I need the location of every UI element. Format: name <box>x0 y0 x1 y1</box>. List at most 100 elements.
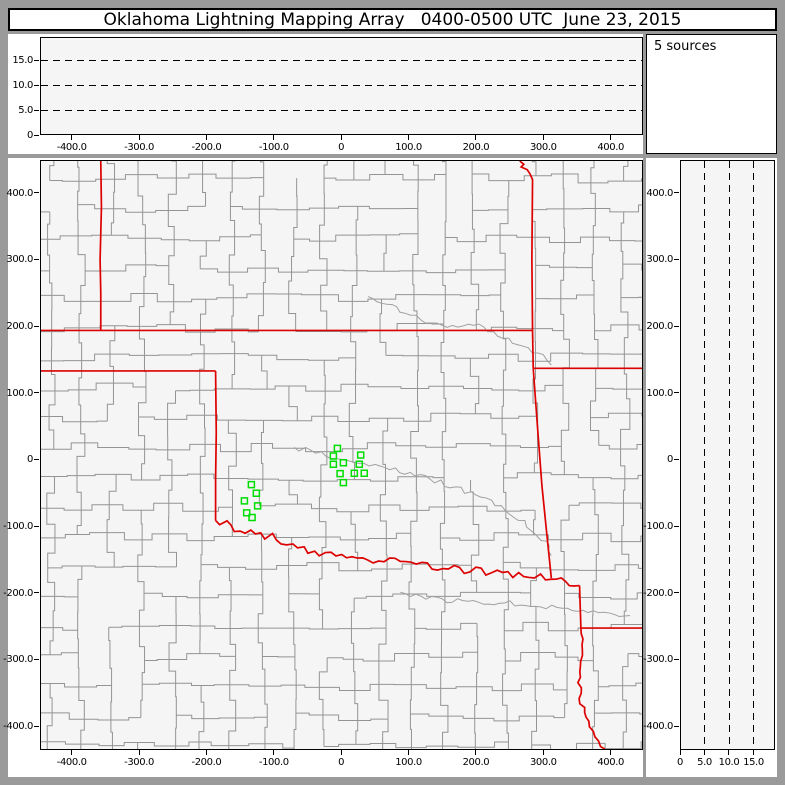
station-marker <box>255 503 261 509</box>
map-y-tick-label: -200.0 <box>3 587 33 599</box>
alt-ew-x-tick-mark <box>71 135 73 140</box>
map-y-tick-label: 100.0 <box>6 387 33 399</box>
map-y-tick-mark <box>34 258 39 260</box>
station-marker <box>351 470 357 476</box>
station-marker <box>337 471 343 477</box>
alt-ew-x-tick-mark <box>610 135 612 140</box>
map-x-tick-mark <box>273 750 275 755</box>
alt-ns-x-tick-mark <box>728 750 730 755</box>
map-y-tick-label: -300.0 <box>3 654 33 666</box>
map-y-tick-mark <box>34 192 39 194</box>
alt-ns-x-tick-mark <box>752 750 754 755</box>
alt-ns-x-tick-label: 10.0 <box>718 757 740 768</box>
altitude-gridline-ew <box>41 85 642 86</box>
alt-ns-x-tick-label: 15.0 <box>743 757 764 768</box>
sources-info-box: 5 sources <box>646 34 777 154</box>
altitude-gridline-ew <box>41 60 642 61</box>
alt-ew-x-tick-mark <box>340 135 342 140</box>
state-border-kansas-missouri <box>520 161 533 368</box>
alt-ns-y-tick-mark <box>674 258 679 260</box>
alt-ew-y-tick-label: 15.0 <box>12 55 33 67</box>
state-border-colorado-kansas <box>100 161 101 330</box>
alt-ew-y-tick-label: 5.0 <box>18 105 33 117</box>
alt-ew-x-tick-mark <box>542 135 544 140</box>
map-y-tick-mark <box>34 392 39 394</box>
station-marker <box>244 510 250 516</box>
alt-ew-x-tick-mark <box>205 135 207 140</box>
alt-ew-x-tick-mark <box>138 135 140 140</box>
map-y-tick-label: 400.0 <box>6 187 33 199</box>
station-marker <box>356 461 362 467</box>
alt-ns-y-tick-mark <box>674 592 679 594</box>
river-path-river-northeast <box>368 297 551 365</box>
map-x-tick-label: 0 <box>338 757 345 768</box>
alt-ew-x-tick-label: 400.0 <box>597 142 624 153</box>
station-marker <box>330 461 336 467</box>
alt-ew-x-tick-label: -100.0 <box>258 142 289 153</box>
map-x-tick-mark <box>138 750 140 755</box>
altitude-gridline-ns <box>753 161 754 749</box>
alt-ns-y-tick-mark <box>674 325 679 327</box>
map-x-tick-label: -200.0 <box>191 757 222 768</box>
window-title: Oklahoma Lightning Mapping Array 0400-05… <box>103 9 682 30</box>
station-marker <box>330 453 336 459</box>
alt-ew-x-tick-label: 0 <box>338 142 345 153</box>
alt-ew-y-tick-mark <box>34 59 39 61</box>
map-y-tick-mark <box>34 658 39 660</box>
alt-ew-y-tick-mark <box>34 109 39 111</box>
map-y-tick-mark <box>34 525 39 527</box>
map-y-tick-label: -100.0 <box>3 521 33 532</box>
alt-ns-y-tick-label: 300.0 <box>646 254 673 266</box>
map-y-tick-mark <box>34 592 39 594</box>
altitude-gridline-ns <box>704 161 705 749</box>
title-bar: Oklahoma Lightning Mapping Array 0400-05… <box>8 8 777 31</box>
station-marker <box>340 480 346 486</box>
alt-ew-y-tick-label: 10.0 <box>12 80 33 92</box>
station-marker <box>249 515 255 521</box>
map-x-tick-mark <box>610 750 612 755</box>
altitude-ns-plot-area[interactable] <box>680 160 775 750</box>
county-boundaries-path <box>41 161 642 749</box>
alt-ns-y-tick-label: -300.0 <box>643 654 673 666</box>
river-path-river-southeast <box>400 592 630 616</box>
alt-ew-x-tick-label: -200.0 <box>191 142 222 153</box>
alt-ns-y-tick-mark <box>674 458 679 460</box>
station-marker <box>340 460 346 466</box>
alt-ns-y-tick-mark <box>674 658 679 660</box>
state-border-red-river <box>216 520 580 586</box>
state-border-oklahoma-arkansas <box>533 368 551 578</box>
station-marker <box>248 482 254 488</box>
altitude-ew-plot-area[interactable] <box>40 37 643 135</box>
source-count-label: 5 sources <box>654 39 717 54</box>
map-y-tick-label: 300.0 <box>6 254 33 266</box>
river-path-river-central <box>294 447 551 555</box>
map-x-tick-mark <box>542 750 544 755</box>
alt-ew-x-tick-mark <box>273 135 275 140</box>
state-border-texas-louisiana <box>578 628 611 749</box>
alt-ns-y-tick-label: -200.0 <box>643 587 673 599</box>
alt-ns-x-tick-mark <box>679 750 681 755</box>
county-state-map <box>41 161 642 749</box>
station-marker <box>358 452 364 458</box>
map-x-tick-label: -400.0 <box>56 757 87 768</box>
map-x-tick-label: 100.0 <box>395 757 422 768</box>
plan-view-map-plot-area[interactable] <box>40 160 643 750</box>
map-x-tick-mark <box>340 750 342 755</box>
alt-ns-y-tick-label: -400.0 <box>643 721 673 732</box>
altitude-gridline-ns <box>729 161 730 749</box>
alt-ns-y-tick-mark <box>674 392 679 394</box>
state-border-texas-100w <box>216 371 217 520</box>
map-y-tick-label: 0 <box>27 454 33 466</box>
map-x-tick-label: -100.0 <box>258 757 289 768</box>
map-y-tick-mark <box>34 325 39 327</box>
alt-ns-x-tick-label: 5.0 <box>697 757 712 768</box>
alt-ew-y-tick-mark <box>34 84 39 86</box>
altitude-gridline-ew <box>41 110 642 111</box>
map-x-tick-mark <box>205 750 207 755</box>
map-y-tick-mark <box>34 725 39 727</box>
alt-ew-x-tick-label: -300.0 <box>124 142 154 153</box>
alt-ns-x-tick-label: 0 <box>677 757 683 768</box>
alt-ew-y-tick-mark <box>34 134 39 136</box>
alt-ns-y-tick-label: 0 <box>667 454 673 466</box>
map-x-tick-mark <box>408 750 410 755</box>
